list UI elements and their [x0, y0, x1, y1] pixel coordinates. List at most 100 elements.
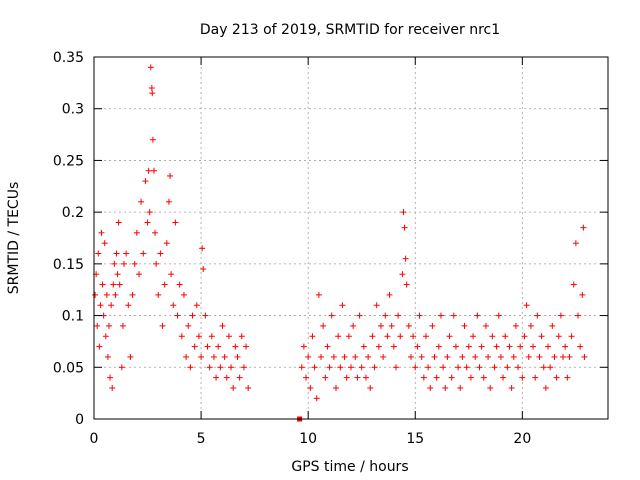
data-point — [485, 353, 492, 360]
data-point — [452, 343, 459, 350]
data-point — [517, 343, 524, 350]
data-point — [322, 374, 329, 381]
data-point — [309, 333, 316, 340]
data-point — [111, 260, 118, 267]
data-point — [230, 384, 237, 391]
data-point — [525, 353, 532, 360]
data-point — [500, 374, 507, 381]
x-tick-label: 15 — [406, 431, 424, 447]
data-point — [97, 302, 104, 309]
data-point — [202, 312, 209, 319]
data-point — [450, 312, 457, 319]
data-point — [195, 333, 202, 340]
data-point — [470, 333, 477, 340]
data-point — [333, 384, 340, 391]
data-point — [150, 167, 157, 174]
data-point — [390, 343, 397, 350]
data-point — [165, 198, 172, 205]
data-point — [98, 229, 105, 236]
data-point — [572, 240, 579, 247]
data-point — [341, 353, 348, 360]
y-tick-label: 0.05 — [53, 360, 84, 376]
data-point — [163, 240, 170, 247]
data-point — [148, 85, 155, 92]
data-point — [307, 384, 314, 391]
plot-frame — [93, 56, 609, 420]
data-point — [545, 343, 552, 350]
data-point — [313, 395, 320, 402]
data-point — [204, 343, 211, 350]
data-point — [435, 343, 442, 350]
data-point — [191, 343, 198, 350]
data-point — [553, 374, 560, 381]
data-point — [388, 322, 395, 329]
data-point — [112, 291, 119, 298]
data-point — [146, 209, 153, 216]
data-point — [339, 302, 346, 309]
data-point — [377, 322, 384, 329]
data-point — [482, 322, 489, 329]
x-tick-label: 20 — [513, 431, 531, 447]
data-point — [442, 384, 449, 391]
data-point — [397, 333, 404, 340]
data-point — [172, 219, 179, 226]
data-point — [123, 250, 130, 257]
data-point — [487, 384, 494, 391]
data-point — [568, 333, 575, 340]
data-point — [386, 291, 393, 298]
data-point — [99, 281, 106, 288]
axis-ticks: 0 5 10 15 20 0 0.05 0.1 0.15 0.2 0.25 0.3 0.35 — [53, 50, 608, 447]
data-point — [157, 250, 164, 257]
data-point — [497, 353, 504, 360]
data-point — [365, 353, 372, 360]
data-point — [375, 343, 382, 350]
data-point — [345, 333, 352, 340]
data-point — [547, 364, 554, 371]
data-point — [401, 224, 408, 231]
data-point — [210, 353, 217, 360]
data-point — [463, 364, 470, 371]
data-point — [392, 364, 399, 371]
data-point — [245, 384, 252, 391]
data-point — [335, 333, 342, 340]
data-point — [405, 322, 412, 329]
data-point — [410, 333, 417, 340]
data-point — [153, 260, 160, 267]
data-point — [580, 224, 587, 231]
data-point — [575, 312, 582, 319]
data-point — [159, 322, 166, 329]
data-point — [560, 353, 567, 360]
data-point — [118, 364, 125, 371]
chart-title: Day 213 of 2019, SRMTID for receiver nrc… — [200, 22, 500, 38]
data-point — [476, 364, 483, 371]
data-point — [142, 178, 149, 185]
data-point — [478, 343, 485, 350]
data-point — [515, 364, 522, 371]
data-point — [208, 333, 215, 340]
data-point — [221, 353, 228, 360]
data-point — [147, 64, 154, 71]
data-point — [240, 364, 247, 371]
data-point — [300, 343, 307, 350]
y-tick-label: 0.25 — [53, 153, 84, 169]
data-point — [407, 353, 414, 360]
data-point — [555, 333, 562, 340]
data-point — [480, 374, 487, 381]
data-point — [461, 322, 468, 329]
data-point — [129, 291, 136, 298]
data-point — [133, 229, 140, 236]
data-point — [94, 322, 101, 329]
data-point — [562, 343, 569, 350]
data-point — [170, 302, 177, 309]
data-point — [510, 353, 517, 360]
data-point — [217, 364, 224, 371]
data-point — [315, 291, 322, 298]
data-point — [474, 312, 481, 319]
data-point — [318, 353, 325, 360]
y-tick-label: 0.2 — [62, 205, 84, 221]
data-point — [489, 333, 496, 340]
data-point — [380, 353, 387, 360]
data-point — [189, 312, 196, 319]
data-point — [324, 343, 331, 350]
data-point — [206, 364, 213, 371]
